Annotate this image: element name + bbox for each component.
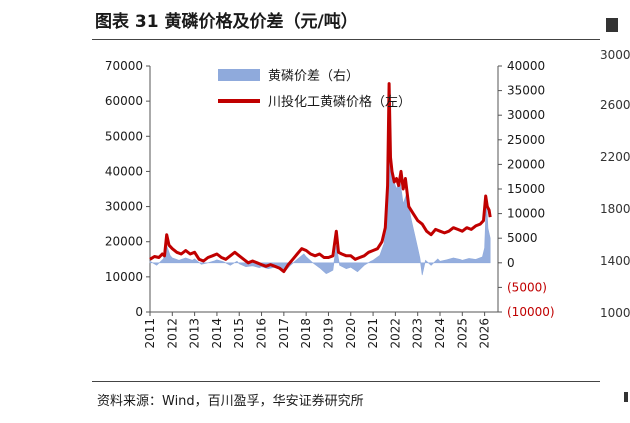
title-rule bbox=[92, 39, 600, 40]
left-tick-label: 50000 bbox=[105, 129, 143, 143]
x-tick-label: 2025 bbox=[455, 318, 469, 349]
right-tick-label: (5000) bbox=[507, 280, 547, 294]
left-tick-label: 30000 bbox=[105, 200, 143, 214]
axes-layer bbox=[146, 65, 502, 316]
right-tick-label: 30000 bbox=[507, 108, 545, 122]
line-series-layer bbox=[149, 82, 492, 274]
right-tick-label: 15000 bbox=[507, 182, 545, 196]
x-tick-label: 2026 bbox=[478, 318, 492, 349]
right-tick-label: 20000 bbox=[507, 157, 545, 171]
right-tick-label: (10000) bbox=[507, 305, 555, 319]
adjacent-footer-fragment bbox=[624, 392, 628, 402]
chart-title: 图表 31 黄磷价格及价差（元/吨） bbox=[95, 12, 358, 32]
right-tick-label: 0 bbox=[507, 256, 515, 270]
left-tick-label: 10000 bbox=[105, 270, 143, 284]
adjacent-tick-label: 1400 bbox=[600, 254, 630, 268]
left-tick-label: 0 bbox=[135, 305, 143, 319]
right-tick-label: 25000 bbox=[507, 133, 545, 147]
x-tick-label: 2018 bbox=[299, 318, 313, 349]
source-note: 资料来源：Wind，百川盈孚，华安证券研究所 bbox=[97, 394, 364, 409]
x-tick-label: 2024 bbox=[433, 318, 447, 349]
legend-label-spread: 黄磷价差（右） bbox=[268, 69, 359, 84]
adjacent-chart-fragment: 3000 2600 2200 1800 1400 1000 bbox=[600, 0, 630, 423]
x-tick-label: 2013 bbox=[188, 318, 202, 349]
adjacent-tick-label: 1800 bbox=[600, 202, 630, 216]
legend-label-price: 川投化工黄磷价格（左） bbox=[268, 94, 411, 110]
left-tick-label: 70000 bbox=[105, 59, 143, 73]
adjacent-tick-label: 2200 bbox=[600, 150, 630, 164]
x-tick-label: 2017 bbox=[277, 318, 291, 349]
adjacent-title-fragment bbox=[606, 18, 618, 32]
left-tick-label: 40000 bbox=[105, 164, 143, 178]
chart-svg: 010000200003000040000500006000070000(100… bbox=[105, 59, 555, 349]
right-tick-label: 5000 bbox=[507, 231, 538, 245]
adjacent-tick-label: 3000 bbox=[600, 48, 630, 62]
right-tick-label: 10000 bbox=[507, 207, 545, 221]
x-tick-label: 2019 bbox=[321, 318, 335, 349]
x-tick-label: 2022 bbox=[388, 318, 402, 349]
area-series-layer bbox=[149, 90, 491, 276]
x-tick-label: 2011 bbox=[143, 318, 157, 349]
right-tick-label: 40000 bbox=[507, 59, 545, 73]
price-line bbox=[149, 82, 492, 274]
footer-rule bbox=[92, 381, 600, 382]
spread-area bbox=[149, 90, 491, 276]
x-tick-label: 2020 bbox=[344, 318, 358, 349]
legend-swatch-spread bbox=[218, 69, 260, 81]
adjacent-tick-label: 1000 bbox=[600, 306, 630, 320]
x-tick-label: 2016 bbox=[255, 318, 269, 349]
legend: 黄磷价差（右） 川投化工黄磷价格（左） bbox=[218, 69, 411, 110]
x-tick-label: 2012 bbox=[165, 318, 179, 349]
tick-label-layer: 010000200003000040000500006000070000(100… bbox=[105, 59, 555, 349]
x-tick-label: 2023 bbox=[411, 318, 425, 349]
adjacent-tick-label: 2600 bbox=[600, 98, 630, 112]
x-tick-label: 2021 bbox=[366, 318, 380, 349]
right-tick-label: 35000 bbox=[507, 84, 545, 98]
x-tick-label: 2014 bbox=[210, 318, 224, 349]
left-tick-label: 60000 bbox=[105, 94, 143, 108]
x-tick-label: 2015 bbox=[232, 318, 246, 349]
left-tick-label: 20000 bbox=[105, 235, 143, 249]
